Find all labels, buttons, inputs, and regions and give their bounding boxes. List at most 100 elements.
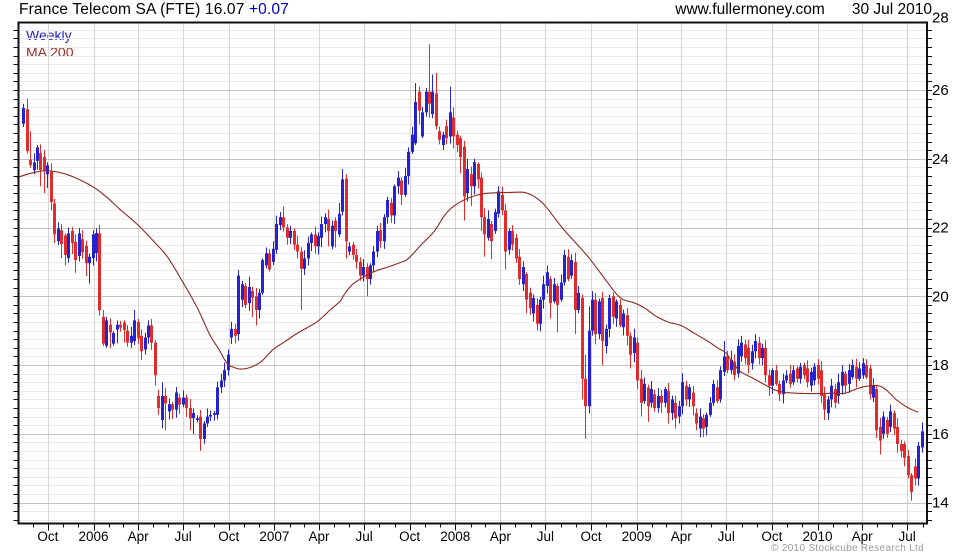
candle-body xyxy=(289,230,292,238)
candle-body xyxy=(438,131,441,140)
candle-body xyxy=(529,292,532,309)
candle-body xyxy=(660,395,663,403)
candle-body xyxy=(26,109,29,152)
candle-body xyxy=(234,328,237,336)
candle-body xyxy=(372,251,375,266)
candle-body xyxy=(837,382,840,396)
x-axis-label: 2010 xyxy=(802,529,832,544)
candle-body xyxy=(806,368,809,383)
candle-body xyxy=(338,213,341,235)
candle-body xyxy=(265,253,268,266)
candle-body xyxy=(823,394,826,410)
candle-body xyxy=(747,347,750,365)
candle-body xyxy=(428,91,431,104)
x-axis-label: Oct xyxy=(399,529,420,544)
candle-body xyxy=(390,202,393,216)
copyright-notice: © 2010 Stockcube Research Ltd xyxy=(771,543,924,554)
y-axis-label: 20 xyxy=(932,288,949,305)
candle-body xyxy=(719,370,722,400)
candle-body xyxy=(171,404,174,410)
candle-body xyxy=(591,299,594,331)
candle-body xyxy=(53,203,56,235)
candle-body xyxy=(320,224,323,238)
candle-body xyxy=(300,251,303,269)
candle-body xyxy=(896,426,899,445)
candle-body xyxy=(178,397,181,405)
candle-body xyxy=(879,426,882,441)
candle-body xyxy=(900,444,903,451)
candle-body xyxy=(671,399,674,414)
price-change: +0.07 xyxy=(248,1,289,18)
candle-body xyxy=(744,344,747,359)
candle-body xyxy=(383,217,386,242)
candle-body xyxy=(199,416,202,439)
candle-body xyxy=(161,395,164,420)
candle-body xyxy=(310,234,313,243)
candle-body xyxy=(702,418,705,429)
candle-body xyxy=(917,445,920,479)
candle-body xyxy=(275,224,278,250)
chart-title: France Telecom SA (FTE) 16.07 +0.07 xyxy=(19,1,289,19)
candle-body xyxy=(466,169,469,194)
candle-body xyxy=(761,347,764,359)
instrument-quote: France Telecom SA (FTE) 16.07 xyxy=(19,1,245,18)
header-right: www.fullermoney.com 30 Jul 2010 xyxy=(0,1,932,19)
candle-body xyxy=(449,112,452,137)
candle-body xyxy=(445,126,448,139)
candle-body xyxy=(216,387,219,415)
website-link[interactable]: www.fullermoney.com xyxy=(675,1,825,18)
candle-body xyxy=(657,395,660,408)
candle-body xyxy=(230,328,233,338)
candle-body xyxy=(820,370,823,396)
candle-body xyxy=(334,220,337,231)
candle-body xyxy=(272,248,275,262)
candle-body xyxy=(567,256,570,280)
candle-body xyxy=(102,316,105,344)
candle-body xyxy=(647,387,650,407)
x-axis-label: Apr xyxy=(671,529,693,544)
candle-body xyxy=(123,322,126,330)
candle-body xyxy=(584,378,587,407)
candle-body xyxy=(57,228,60,242)
candle-body xyxy=(716,387,719,402)
candle-body xyxy=(400,180,403,195)
candle-body xyxy=(553,284,556,302)
candle-body xyxy=(681,382,684,407)
candle-body xyxy=(307,242,310,259)
candle-body xyxy=(796,368,799,379)
candle-body xyxy=(362,267,365,276)
candle-body xyxy=(539,299,542,324)
ma200-line xyxy=(16,170,919,413)
y-axis-label: 28 xyxy=(932,10,949,27)
candle-body xyxy=(296,244,299,252)
candle-body xyxy=(431,91,434,115)
candle-body xyxy=(674,402,677,419)
candle-body xyxy=(487,218,490,238)
candle-body xyxy=(775,370,778,384)
candle-body xyxy=(692,392,695,407)
candle-body xyxy=(379,230,382,242)
candle-body xyxy=(855,366,858,379)
candle-body xyxy=(237,275,240,335)
candle-body xyxy=(39,152,42,171)
candle-body xyxy=(244,285,247,305)
candle-body xyxy=(366,267,369,280)
candle-body xyxy=(213,413,216,415)
candle-body xyxy=(504,210,507,252)
candle-body xyxy=(737,346,740,374)
candle-body xyxy=(483,217,486,235)
candle-body xyxy=(494,212,497,231)
candle-body xyxy=(154,342,157,376)
candle-body xyxy=(778,383,781,395)
candle-body xyxy=(914,466,917,479)
candle-body xyxy=(629,335,632,355)
candle-body xyxy=(126,330,129,343)
candle-body xyxy=(327,218,330,231)
candle-body xyxy=(206,416,209,424)
candle-body xyxy=(29,159,32,165)
candle-body xyxy=(813,366,816,381)
candle-body xyxy=(577,292,580,310)
candle-body xyxy=(22,107,25,124)
x-axis-label: Apr xyxy=(128,529,150,544)
